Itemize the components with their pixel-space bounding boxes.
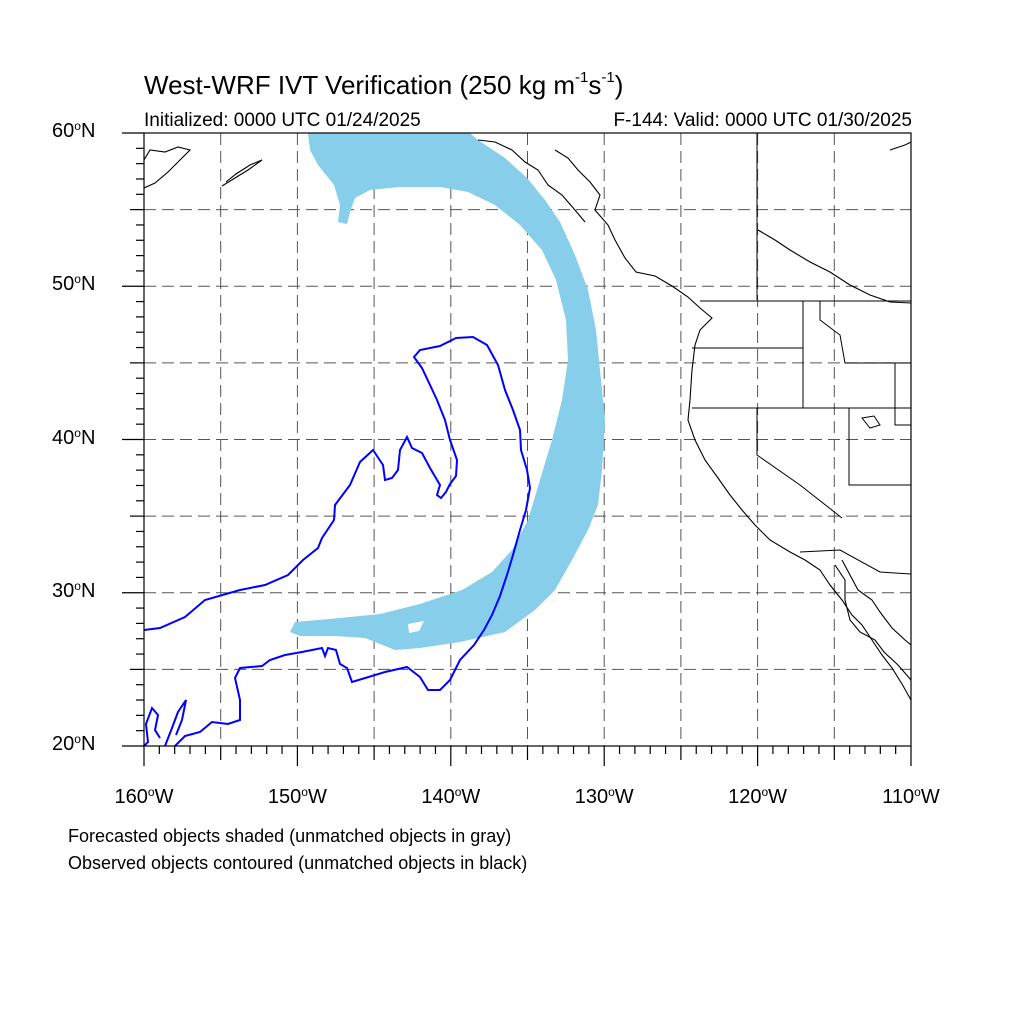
legend-observed: Observed objects contoured (unmatched ob…: [68, 853, 528, 873]
longitude-label: 140oW: [421, 785, 481, 808]
forecast-ivt-object: [290, 133, 605, 650]
observed-ivt-contour: [144, 335, 532, 746]
coastlines: [144, 139, 911, 701]
longitude-label: 130oW: [574, 785, 634, 808]
init-time-label: Initialized: 0000 UTC 01/24/2025: [144, 110, 421, 131]
longitude-label: 150oW: [267, 785, 327, 808]
latitude-label: 20oN: [52, 732, 96, 755]
valid-time-label: F-144: Valid: 0000 UTC 01/30/2025: [613, 110, 912, 131]
latitude-label: 50oN: [52, 272, 96, 296]
longitude-label: 110oW: [882, 785, 940, 808]
longitude-label: 160oW: [114, 785, 174, 808]
latitude-label: 40oN: [52, 425, 96, 449]
axis-ticks: [122, 132, 912, 766]
latitude-label: 60oN: [52, 119, 96, 142]
chart-title: West-WRF IVT Verification (250 kg m-1s-1…: [144, 69, 624, 100]
state-borders: [692, 133, 911, 575]
latitude-label: 30oN: [52, 578, 96, 602]
legend-forecast: Forecasted objects shaded (unmatched obj…: [68, 826, 512, 846]
longitude-label: 120oW: [728, 785, 788, 808]
